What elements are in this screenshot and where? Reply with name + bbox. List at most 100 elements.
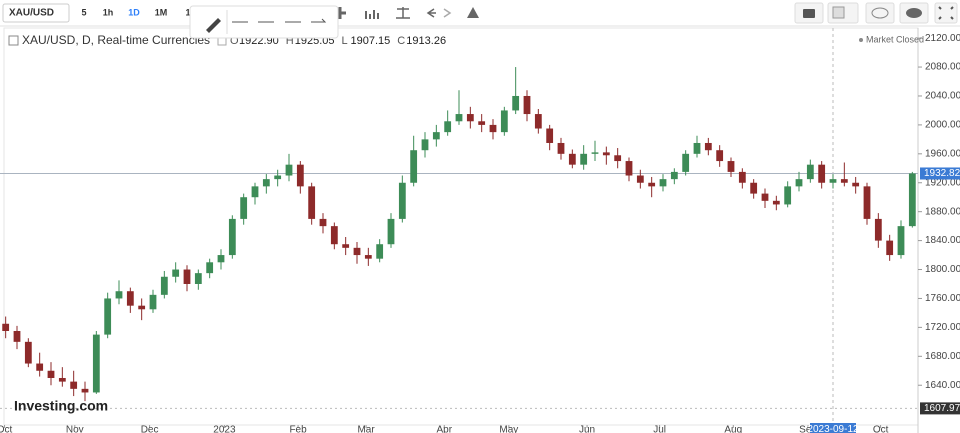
candle-body xyxy=(421,139,429,151)
y-tick-label: 1960.00 xyxy=(925,148,960,159)
indicators-icon[interactable] xyxy=(365,10,379,19)
interval-button[interactable]: 5 xyxy=(81,7,86,17)
y-tick-label: 1840.00 xyxy=(925,235,960,246)
candle-body xyxy=(523,95,531,115)
candle-body xyxy=(285,164,293,176)
candle-body xyxy=(455,114,463,122)
candle-body xyxy=(546,128,554,143)
candle-body xyxy=(70,381,78,389)
low-label-bg xyxy=(920,402,960,415)
ohlc-value: 1913.26 xyxy=(406,35,446,47)
price-label-bg xyxy=(920,167,960,180)
candle-body xyxy=(47,370,55,378)
candle-body xyxy=(240,197,248,219)
candle-body xyxy=(772,200,780,205)
low-label: 1607.97 xyxy=(924,403,960,414)
market-status: Market Closed xyxy=(866,34,924,44)
fullscreen-button[interactable] xyxy=(934,2,958,24)
y-tick-label: 1640.00 xyxy=(925,380,960,391)
candle-body xyxy=(716,150,724,162)
camera-icon xyxy=(803,9,815,18)
y-tick-label: 1760.00 xyxy=(925,293,960,304)
cloud-icon xyxy=(871,7,889,19)
ohlc-label: C xyxy=(397,35,405,47)
candle-body xyxy=(466,114,474,122)
x-tick-label: Dec xyxy=(141,425,159,433)
candle-body xyxy=(58,377,66,382)
crosshair-label: 2023-09-12 xyxy=(807,424,859,433)
y-tick-label: 1800.00 xyxy=(925,264,960,275)
candle-body xyxy=(353,247,361,256)
symbol-box[interactable] xyxy=(2,3,70,23)
candle-body xyxy=(92,334,100,393)
y-tick-label: 2000.00 xyxy=(925,120,960,131)
chart-title: XAU/USD, D, Real-time Currencies xyxy=(22,33,210,47)
y-tick-label: 2120.00 xyxy=(925,33,960,44)
alert-icon[interactable] xyxy=(467,7,479,18)
status-dot xyxy=(859,38,863,42)
x-tick-label: Oct xyxy=(873,425,889,433)
candle-body xyxy=(376,244,384,259)
x-tick-label: Oct xyxy=(0,425,13,433)
x-tick-label: Jul xyxy=(653,425,666,433)
ohlc-label: H xyxy=(286,35,294,47)
candle-body xyxy=(874,218,882,241)
y-tick-label: 2080.00 xyxy=(925,62,960,73)
cloud-icon xyxy=(906,8,922,18)
collapse-icon[interactable] xyxy=(8,35,19,46)
plot-area: 1640.00 1680.00 1720.00 1760.00 1800.00 1840.… xyxy=(0,27,960,433)
pencil-icon[interactable] xyxy=(206,18,221,33)
crosshair-label-bg xyxy=(810,423,856,433)
ohlc-label: L xyxy=(342,35,348,47)
drawing-toolbar xyxy=(189,5,339,39)
interval-button[interactable]: 1D xyxy=(128,7,140,17)
x-tick-label: Sep xyxy=(799,425,817,433)
candle-body xyxy=(568,153,576,165)
candle-body xyxy=(172,269,180,277)
x-axis: Oct Nov Dec 2023 Feb Mar Apr May Jun Jul Aug Sep Oct xyxy=(0,425,889,433)
candle-body xyxy=(296,164,304,187)
candle-body xyxy=(784,186,792,205)
candle-body xyxy=(24,341,32,364)
ohlc-label: O xyxy=(230,35,239,47)
x-tick-label: Mar xyxy=(357,425,375,433)
y-tick-label: 1680.00 xyxy=(925,351,960,362)
interval-button[interactable]: 1M xyxy=(155,7,168,17)
candle-body xyxy=(557,142,565,154)
watermark: Investing.com xyxy=(14,398,108,414)
candle-body xyxy=(670,171,678,180)
candle-body xyxy=(795,179,803,187)
candle-body xyxy=(602,152,610,156)
candle-body xyxy=(262,179,270,187)
candle-body xyxy=(704,142,712,151)
candle-body xyxy=(160,276,168,295)
redo-icon[interactable] xyxy=(443,8,452,18)
symbol[interactable]: XAU/USD xyxy=(9,8,54,19)
x-tick-label: 2023 xyxy=(213,425,236,433)
candle-body xyxy=(886,240,894,256)
candle-body xyxy=(648,182,656,187)
candle-body xyxy=(500,110,508,133)
candle-body xyxy=(251,186,259,198)
candle-body xyxy=(580,153,588,165)
legend-header: XAU/USD, D, Real-time Currencies O 1922.90… xyxy=(8,33,924,47)
candle-body xyxy=(591,152,599,154)
candle-body xyxy=(36,363,44,371)
candle-body xyxy=(818,164,826,183)
candle-body xyxy=(478,121,486,125)
candle-body xyxy=(364,255,372,259)
candle-body xyxy=(432,132,440,140)
candle-body xyxy=(444,121,452,133)
compare-icon[interactable] xyxy=(396,7,410,19)
undo-icon[interactable] xyxy=(426,8,436,18)
candle-body xyxy=(863,186,871,219)
candle-body xyxy=(908,173,916,227)
load-button[interactable] xyxy=(865,2,895,24)
interval-button[interactable]: 1h xyxy=(103,7,114,17)
interval-button[interactable]: 1 xyxy=(185,7,190,17)
y-tick-label: 1720.00 xyxy=(925,322,960,333)
intervals: 5 1h 1D 1M 1 xyxy=(81,7,190,17)
line-style-icons[interactable] xyxy=(232,18,327,23)
